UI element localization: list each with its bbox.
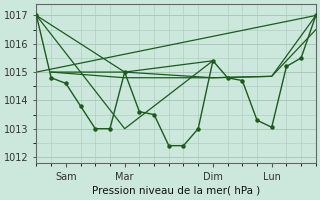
X-axis label: Pression niveau de la mer( hPa ): Pression niveau de la mer( hPa ) bbox=[92, 186, 260, 196]
